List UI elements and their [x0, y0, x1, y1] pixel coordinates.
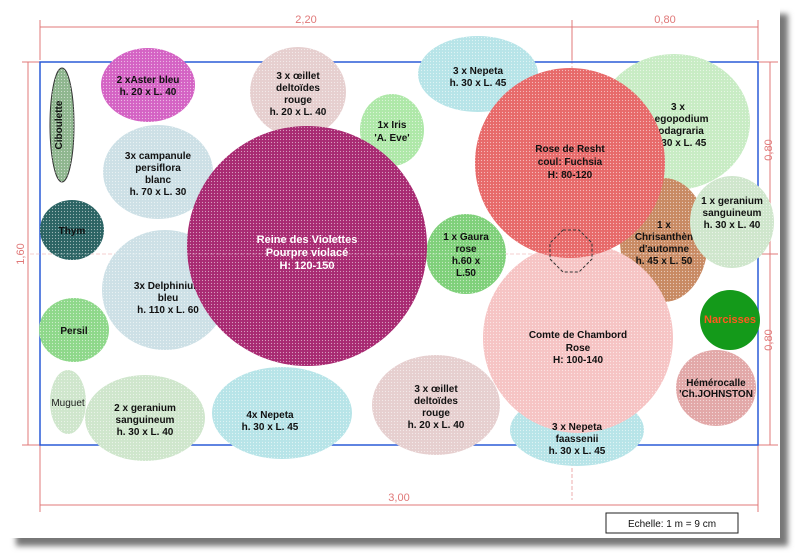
label-comte-2: Rose — [566, 343, 591, 354]
label-oeillet-top-3: rouge — [284, 95, 312, 106]
label-aegopodium-2: Aegopodium — [647, 114, 708, 125]
label-delphinium-1: 3x Delphinium — [134, 281, 202, 292]
plant-comte-de-chambord: Comte de Chambord Rose H: 100-140 — [483, 243, 673, 433]
label-oeillet-bottom-4: h. 20 x L. 40 — [408, 420, 465, 431]
label-chrysantheme-1: 1 x — [657, 220, 671, 231]
label-oeillet-bottom-1: 3 x œillet — [414, 384, 458, 395]
label-iris-2: 'A. Eve' — [374, 133, 409, 144]
label-gaura-2: rose — [455, 244, 477, 255]
label-aegopodium-3: podagraria — [652, 126, 704, 137]
label-geranium-right-3: h. 30 x L. 40 — [704, 220, 761, 231]
label-oeillet-top-4: h. 20 x L. 40 — [270, 107, 327, 118]
label-nepeta-faassenii-3: h. 30 x L. 45 — [549, 446, 606, 457]
dim-top-right: 0,80 — [654, 14, 675, 26]
label-delphinium-2: bleu — [158, 293, 179, 304]
label-campanule-4: h. 70 x L. 30 — [130, 187, 187, 198]
scale-box: Echelle: 1 m = 9 cm — [605, 512, 739, 534]
label-campanule-2: persiflora — [135, 163, 181, 174]
plant-persil: Persil — [39, 298, 109, 362]
label-nepeta-bottom-1: 4x Nepeta — [246, 410, 294, 421]
label-chrysantheme-4: h. 45 x L. 50 — [636, 256, 693, 267]
scale-label: Echelle: 1 m = 9 cm — [628, 519, 716, 530]
label-chrysantheme-2: Chrisanthèn — [635, 232, 693, 243]
label-oeillet-top-2: deltoïdes — [276, 83, 320, 94]
label-reine-3: H: 120-150 — [279, 260, 334, 272]
plant-geranium-left: 2 x geranium sanguineum h. 30 x L. 40 — [85, 375, 205, 461]
label-nepeta-top-2: h. 30 x L. 45 — [450, 78, 507, 89]
label-geranium-right-2: sanguineum — [703, 208, 762, 219]
label-iris-1: 1x Iris — [378, 120, 407, 131]
label-muguet: Muguet — [51, 398, 85, 409]
label-geranium-left-1: 2 x geranium — [114, 403, 176, 414]
label-geranium-left-2: sanguineum — [116, 415, 175, 426]
dim-left: 1,60 — [15, 243, 27, 264]
label-persil: Persil — [60, 326, 87, 337]
label-aster-1: 2 xAster bleu — [117, 75, 180, 86]
plant-aster: 2 xAster bleu h. 20 x L. 40 — [101, 48, 195, 122]
label-comte-3: H: 100-140 — [553, 355, 603, 366]
plant-geranium-right: 1 x geranium sanguineum h. 30 x L. 40 — [690, 176, 774, 268]
label-nepeta-top-1: 3 x Nepeta — [453, 66, 503, 77]
plant-oeillet-top: 3 x œillet deltoïdes rouge h. 20 x L. 40 — [250, 47, 346, 137]
dim-top-left: 2,20 — [295, 14, 316, 26]
label-gaura-1: 1 x Gaura — [443, 232, 489, 243]
label-reine-1: Reine des Violettes — [257, 234, 358, 246]
plant-thym: Thym — [40, 200, 104, 260]
plant-oeillet-bottom: 3 x œillet deltoïdes rouge h. 20 x L. 40 — [372, 355, 500, 455]
label-chrysantheme-3: d'automne — [639, 244, 690, 255]
plant-gaura: 1 x Gaura rose h.60 x L.50 — [426, 214, 506, 294]
label-oeillet-bottom-3: rouge — [422, 408, 450, 419]
label-geranium-left-3: h. 30 x L. 40 — [117, 427, 174, 438]
plant-reine-des-violettes: Reine des Violettes Pourpre violacé H: 1… — [187, 126, 427, 366]
label-oeillet-top-1: 3 x œillet — [276, 71, 320, 82]
dim-right-top: 0,80 — [763, 139, 775, 160]
label-nepeta-faassenii-2: faassenii — [556, 434, 599, 445]
label-nepeta-faassenii-1: 3 x Nepeta — [552, 422, 602, 433]
label-aster-2: h. 20 x L. 40 — [120, 87, 177, 98]
label-geranium-right-1: 1 x geranium — [701, 196, 763, 207]
label-thym: Thym — [59, 226, 86, 237]
plant-narcisses: Narcisses — [700, 290, 760, 350]
label-narcisses: Narcisses — [704, 314, 756, 326]
label-comte-1: Comte de Chambord — [529, 330, 627, 341]
plant-nepeta-bottom: 4x Nepeta h. 30 x L. 45 — [212, 367, 352, 459]
label-rose-resht-2: coul: Fuchsia — [538, 157, 603, 168]
label-delphinium-3: h. 110 x L. 60 — [137, 305, 199, 316]
label-ciboulette: Ciboulette — [54, 100, 65, 149]
plant-ciboulette: Ciboulette — [49, 67, 75, 183]
label-campanule-3: blanc — [145, 175, 172, 186]
label-aegopodium-1: 3 x — [671, 102, 685, 113]
support-post-marker — [549, 229, 593, 273]
label-gaura-3: h.60 x — [452, 256, 481, 267]
plant-hemerocalle: Hémérocalle 'Ch.JOHNSTON — [676, 350, 756, 426]
plant-rose-de-resht: Rose de Resht coul: Fuchsia H: 80-120 — [475, 68, 665, 258]
label-campanule-1: 3x campanule — [125, 151, 192, 162]
plant-campanule: 3x campanule persiflora blanc h. 70 x L.… — [103, 125, 213, 219]
label-nepeta-bottom-2: h. 30 x L. 45 — [242, 422, 299, 433]
dim-right-bottom: 0,80 — [763, 329, 775, 350]
label-aegopodium-4: h. 30 x L. 45 — [650, 138, 707, 149]
label-hemerocalle-2: 'Ch.JOHNSTON — [679, 389, 753, 400]
label-hemerocalle-1: Hémérocalle — [686, 378, 746, 389]
label-rose-resht-1: Rose de Resht — [535, 144, 605, 155]
label-reine-2: Pourpre violacé — [266, 247, 349, 259]
label-rose-resht-3: H: 80-120 — [548, 170, 593, 181]
label-gaura-4: L.50 — [456, 268, 476, 279]
label-oeillet-bottom-2: deltoïdes — [414, 396, 458, 407]
plant-muguet: Muguet — [50, 370, 86, 434]
dim-bottom: 3,00 — [388, 492, 409, 504]
